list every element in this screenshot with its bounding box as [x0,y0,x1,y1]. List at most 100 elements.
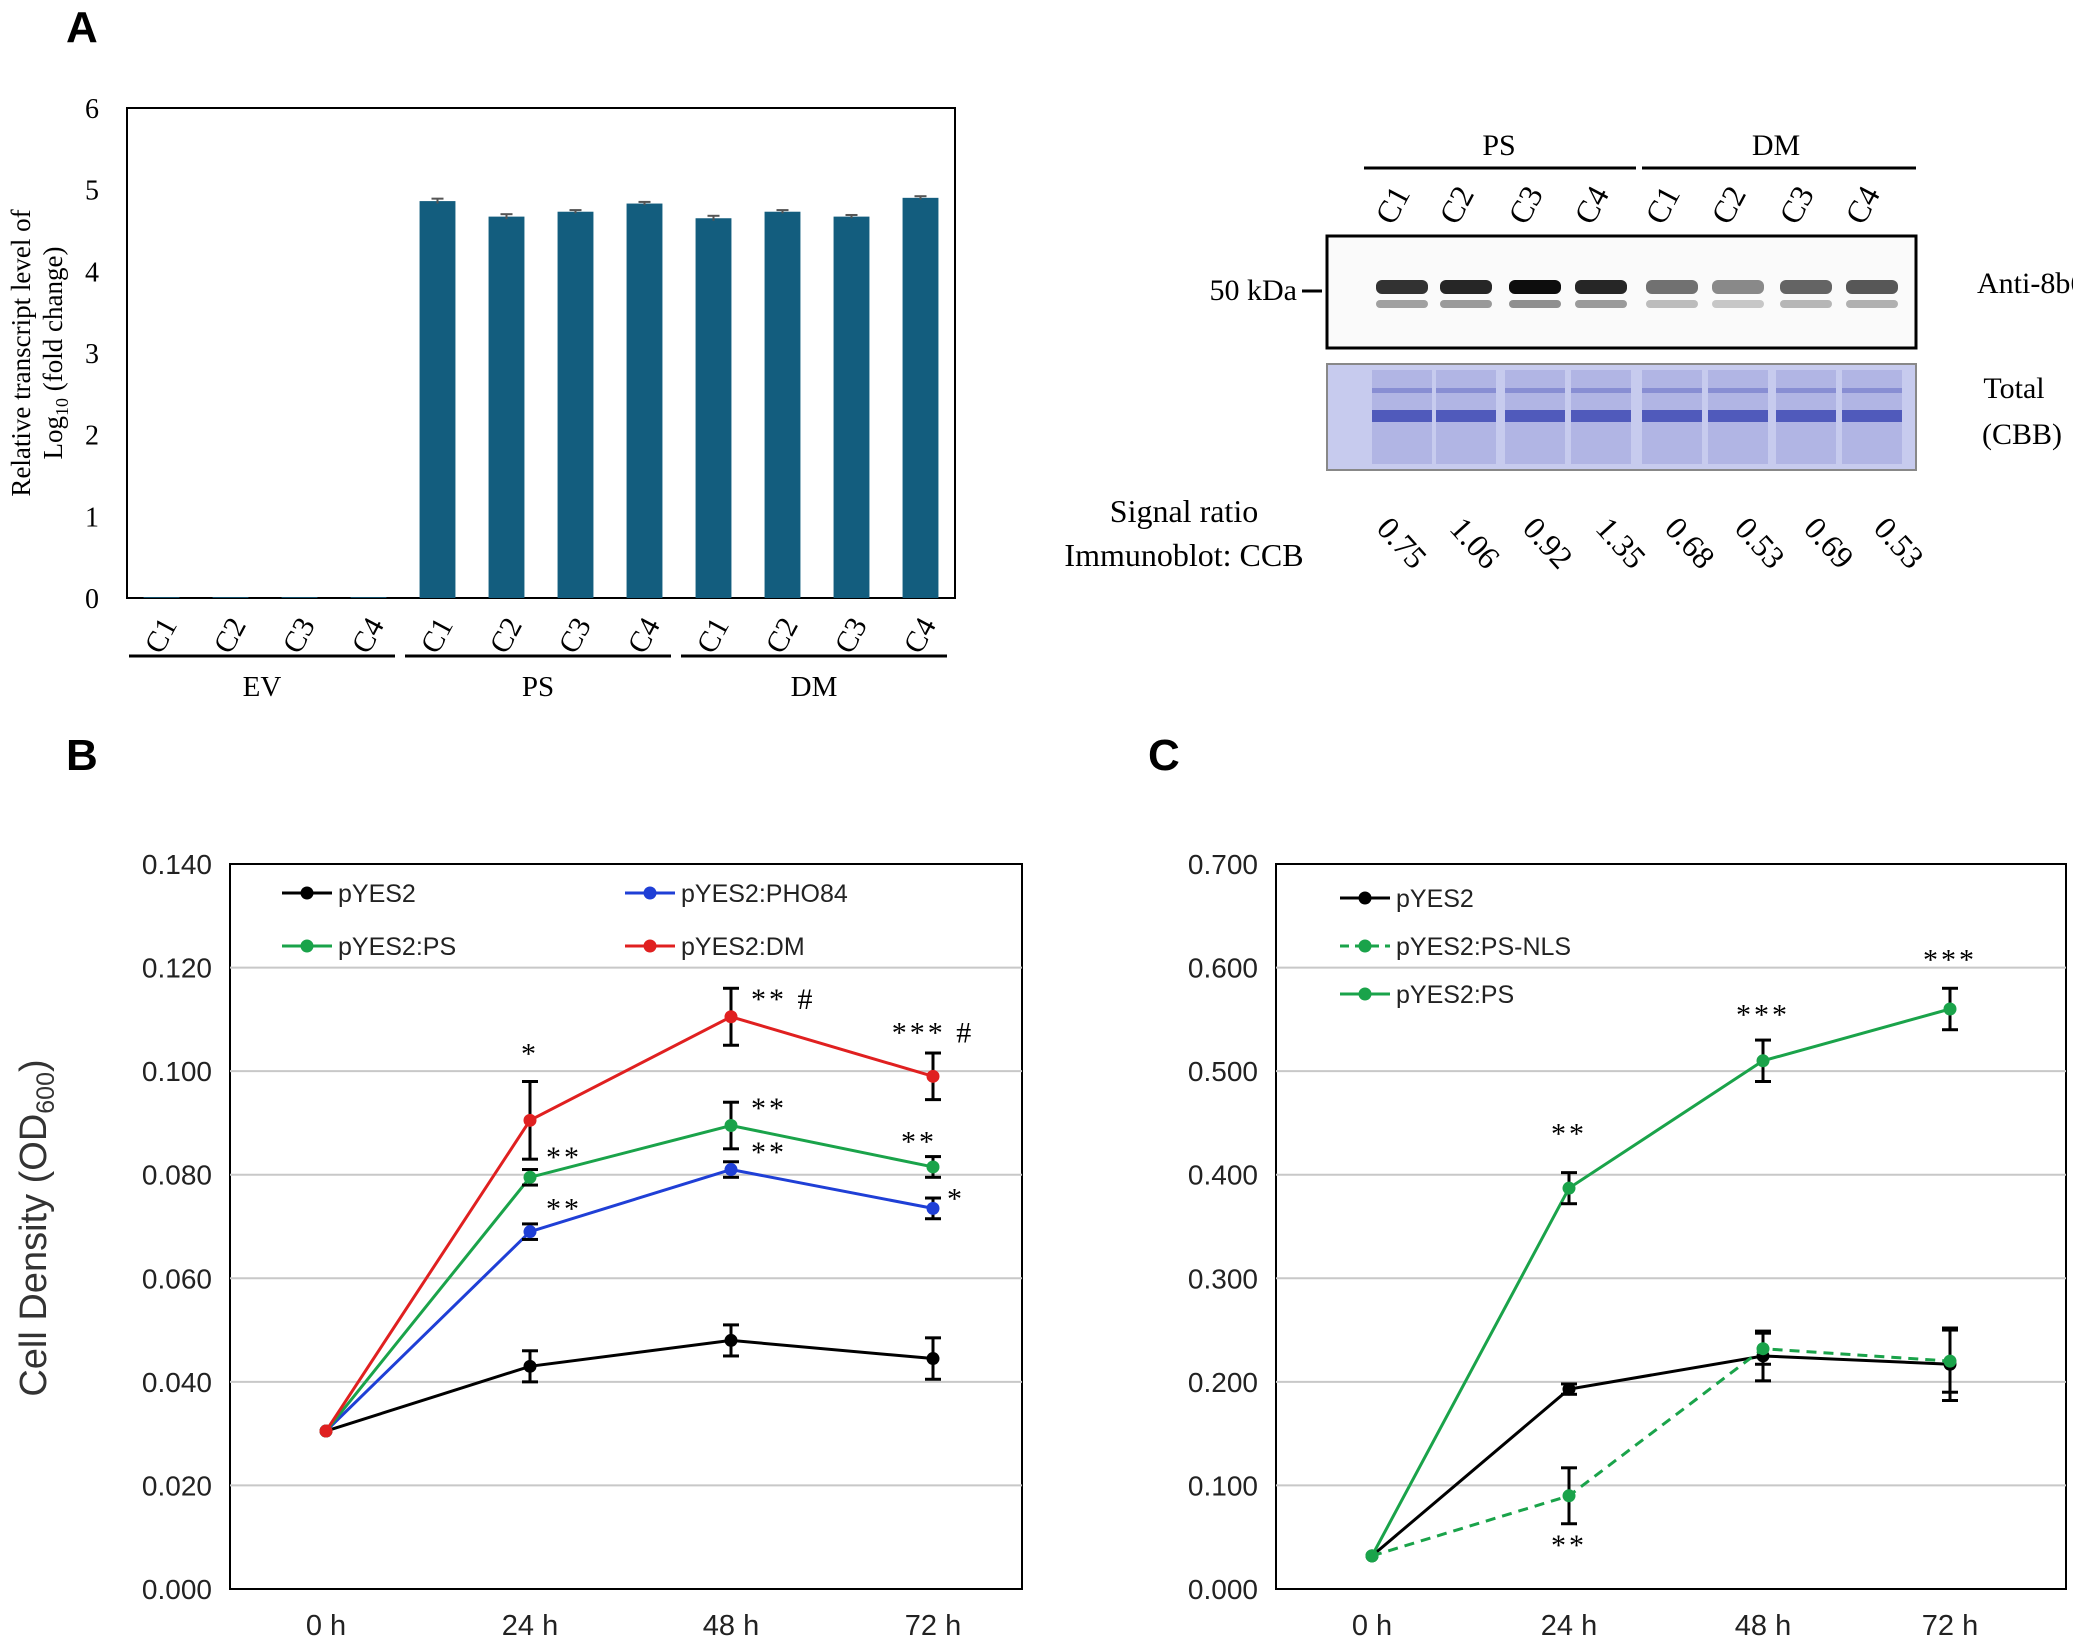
lane-label: C4 [1567,180,1616,230]
series-line-pyes2-ps [1370,1007,1951,1557]
cbb-band-minor [1372,388,1432,393]
lane-label: C4 [1838,180,1887,230]
immunoblot-band [1575,280,1627,294]
immunoblot-band [1712,280,1764,294]
signal-ratio-value: 1.06 [1443,510,1507,576]
y-tick-label-a: 1 [85,502,99,533]
y-tick-label: 0.600 [1188,953,1258,984]
x-tick-label: 72 h [905,1610,961,1642]
blot-group-dm-label: DM [1752,129,1800,162]
signal-ratio-value: 0.75 [1370,510,1434,576]
immunoblot: PS DM C1 C2 C3 C4 C1 C2 C3 C4 50 kDa Anti-8b6 T… [1064,129,2073,575]
significance-mark: *** [1923,944,1977,977]
immunoblot-band-lower [1780,300,1832,308]
cbb-band-minor [1708,388,1768,393]
immunoblot-band-lower [1712,300,1764,308]
x-tick-label: 0 h [306,1610,346,1642]
significance-mark: ** # [751,983,816,1016]
lane-label: C2 [1432,180,1481,230]
data-point-pyes2-ps-nls [1562,1489,1576,1503]
x-tick-label-a: C3 [828,612,874,658]
series-line-pyes2 [1371,1354,1951,1558]
y-axis-label-b: Cell Density (OD600) [13,1059,60,1396]
x-tick-label: 48 h [1735,1610,1791,1642]
x-tick-label-a: C2 [759,612,805,658]
cbb-band [1776,410,1836,422]
x-tick-label: 0 h [1352,1610,1392,1642]
significance-mark: * [521,1037,539,1070]
group-label-ev: EV [243,671,282,703]
y-tick-label-a: 3 [85,339,99,370]
y-axis-label-a-line1: Relative transcript level of [6,209,36,496]
x-tick-label: 72 h [1922,1610,1978,1642]
signal-ratio-value: 0.53 [1728,510,1792,576]
line-chart-c: 0.000 0.100 0.200 0.300 0.400 0.500 0.600 0.700… [1188,849,2067,1642]
x-tick-label-a: C4 [621,612,667,658]
data-point-pyes2 [1562,1382,1576,1396]
significance-mark: ** [546,1141,582,1174]
y-tick-label: 0.140 [142,849,212,880]
signal-ratio-value: 1.35 [1589,510,1653,576]
panel-label-c: C [1148,731,1180,780]
legend-marker [1358,939,1372,953]
cbb-band [1372,410,1432,422]
data-point-pyes2-dm [724,1010,738,1024]
y-tick-label: 0.120 [142,953,212,984]
panel-label-b: B [66,731,98,780]
data-point-pyes2-ps-nls [1943,1354,1957,1368]
y-tick-label: 0.300 [1188,1263,1258,1294]
immunoblot-band-lower [1846,300,1898,308]
y-tick-label: 0.000 [1188,1574,1258,1605]
y-tick-label: 0.400 [1188,1160,1258,1191]
immunoblot-band [1376,280,1428,294]
x-tick-label-a: C2 [207,612,253,658]
legend-label: pYES2 [1396,885,1474,913]
bar [833,216,870,598]
data-point-pyes2 [926,1352,940,1366]
data-point-pyes2-pho84 [926,1201,940,1215]
bar [557,211,594,598]
x-tick-label-a: C1 [414,612,460,658]
cbb-band-minor [1776,388,1836,393]
significance-mark: ** [1551,1118,1587,1151]
antibody-label: Anti-8b6 [1977,267,2073,300]
data-point-pyes2-ps [1365,1549,1379,1563]
cbb-label-line2: (CBB) [1982,418,2062,451]
significance-mark: ** [901,1125,937,1158]
cbb-band-minor [1436,388,1496,393]
series-line-pyes2-ps-nls [1371,1347,1951,1558]
significance-mark: ** [751,1092,787,1125]
data-point-pyes2-ps [724,1119,738,1133]
y-axis-label-a-line2: Log10 (fold change) [38,247,72,460]
data-point-pyes2 [523,1359,537,1373]
immunoblot-band-lower [1440,300,1492,308]
x-tick-label-a: C4 [345,612,391,658]
legend-marker [1358,891,1372,905]
bar [902,197,939,599]
y-tick-label: 0.040 [142,1367,212,1398]
cbb-band-minor [1642,388,1702,393]
x-tick-label: 24 h [502,1610,558,1642]
immunoblot-band-lower [1376,300,1428,308]
cbb-band [1571,410,1631,422]
bar [350,597,387,598]
legend-b: pYES2 pYES2:PHO84 pYES2:PS pYES2:DM [282,880,848,961]
bar [281,597,318,598]
cbb-band [1842,410,1902,422]
cbb-band [1436,410,1496,422]
legend-marker [643,886,657,900]
legend-label: pYES2:PS [1396,981,1514,1009]
y-tick-label-a: 4 [85,257,99,288]
lane-label: C1 [1638,180,1687,230]
bar [488,216,525,598]
legend-label: pYES2:PS [338,933,456,961]
molecular-weight-marker: 50 kDa [1210,274,1297,307]
cbb-band [1708,410,1768,422]
y-tick-label: 0.700 [1188,849,1258,880]
y-tick-label: 0.500 [1188,1056,1258,1087]
immunoblot-band-lower [1509,300,1561,308]
lane-label: C1 [1368,180,1417,230]
x-tick-label-a: C1 [690,612,736,658]
y-tick-label-a: 5 [85,176,99,207]
immunoblot-band [1646,280,1698,294]
